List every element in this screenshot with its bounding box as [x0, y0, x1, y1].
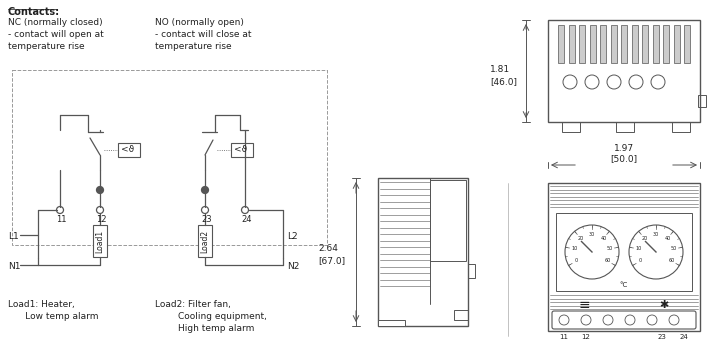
Bar [558, 25, 564, 63]
Text: 11: 11 [559, 334, 569, 340]
Circle shape [202, 206, 209, 213]
Bar [631, 25, 637, 63]
Text: 10: 10 [571, 246, 577, 251]
Text: 24: 24 [680, 334, 688, 340]
Text: 0: 0 [575, 258, 578, 264]
Text: 20: 20 [642, 236, 647, 241]
Bar [231, 143, 253, 157]
Bar [611, 25, 616, 63]
Text: 1.97
[50.0]: 1.97 [50.0] [611, 144, 638, 163]
Bar [454, 310, 468, 320]
Text: 2.64
[67.0]: 2.64 [67.0] [318, 244, 345, 265]
Bar [569, 25, 575, 63]
Text: <ϑ: <ϑ [234, 145, 247, 154]
Circle shape [565, 225, 619, 279]
Text: 24: 24 [241, 215, 251, 224]
Bar [430, 180, 466, 261]
Text: 60: 60 [668, 258, 675, 264]
Bar [590, 25, 595, 63]
Bar [652, 25, 659, 63]
Bar [468, 264, 475, 278]
Circle shape [241, 206, 248, 213]
Text: Load1: Load1 [96, 230, 104, 253]
Text: Load1: Heater,
      Low temp alarm: Load1: Heater, Low temp alarm [8, 300, 99, 321]
Text: 12: 12 [582, 334, 590, 340]
Text: NO (normally open)
- contact will close at
temperature rise: NO (normally open) - contact will close … [155, 18, 251, 51]
Text: 23: 23 [201, 215, 212, 224]
Text: 40: 40 [600, 236, 607, 241]
Bar [621, 25, 627, 63]
Circle shape [625, 315, 635, 325]
Circle shape [559, 315, 569, 325]
Bar [548, 20, 700, 122]
Circle shape [585, 75, 599, 89]
Bar [684, 25, 690, 63]
Bar [642, 25, 648, 63]
Text: 23: 23 [657, 334, 667, 340]
Bar [548, 183, 700, 331]
Text: L2: L2 [287, 232, 297, 241]
Text: 50: 50 [670, 246, 677, 251]
Text: °C: °C [620, 282, 628, 288]
Circle shape [647, 315, 657, 325]
Text: NC (normally closed)
- contact will open at
temperature rise: NC (normally closed) - contact will open… [8, 18, 104, 51]
Text: 50: 50 [607, 246, 613, 251]
Text: 40: 40 [665, 236, 671, 241]
Text: 12: 12 [96, 215, 107, 224]
Text: Load2: Load2 [200, 230, 210, 253]
Text: <ϑ: <ϑ [121, 145, 134, 154]
Bar [93, 225, 107, 257]
Bar [698, 95, 706, 107]
Text: N2: N2 [287, 262, 300, 271]
FancyBboxPatch shape [552, 311, 696, 329]
Bar [198, 225, 212, 257]
Bar [672, 122, 690, 132]
Text: 20: 20 [577, 236, 583, 241]
Bar [556, 213, 692, 291]
Circle shape [629, 75, 643, 89]
Bar [673, 25, 680, 63]
Bar [118, 143, 140, 157]
Text: Contacts:: Contacts: [8, 7, 60, 17]
Text: 11: 11 [56, 215, 66, 224]
Circle shape [563, 75, 577, 89]
Bar [616, 122, 634, 132]
Text: L1: L1 [8, 232, 19, 241]
Bar [562, 122, 580, 132]
Circle shape [669, 315, 679, 325]
Circle shape [96, 186, 104, 193]
Text: 10: 10 [635, 246, 642, 251]
Bar [600, 25, 606, 63]
Bar [378, 320, 405, 326]
Bar [378, 178, 468, 326]
Circle shape [96, 206, 104, 213]
Text: ✱: ✱ [660, 300, 669, 310]
Text: N1: N1 [8, 262, 20, 271]
Circle shape [581, 315, 591, 325]
Text: 30: 30 [653, 232, 659, 237]
Circle shape [607, 75, 621, 89]
Bar [663, 25, 669, 63]
Text: 0: 0 [639, 258, 642, 264]
Bar [579, 25, 585, 63]
Text: Load2: Filter fan,
        Cooling equipment,
        High temp alarm: Load2: Filter fan, Cooling equipment, Hi… [155, 300, 267, 333]
Text: 30: 30 [589, 232, 595, 237]
Text: 1.81
[46.0]: 1.81 [46.0] [490, 65, 517, 86]
Circle shape [56, 206, 63, 213]
Text: ≡: ≡ [578, 298, 590, 312]
Bar [12, 70, 327, 245]
Circle shape [202, 186, 209, 193]
Circle shape [603, 315, 613, 325]
Text: 60: 60 [605, 258, 611, 264]
Circle shape [651, 75, 665, 89]
Circle shape [629, 225, 683, 279]
